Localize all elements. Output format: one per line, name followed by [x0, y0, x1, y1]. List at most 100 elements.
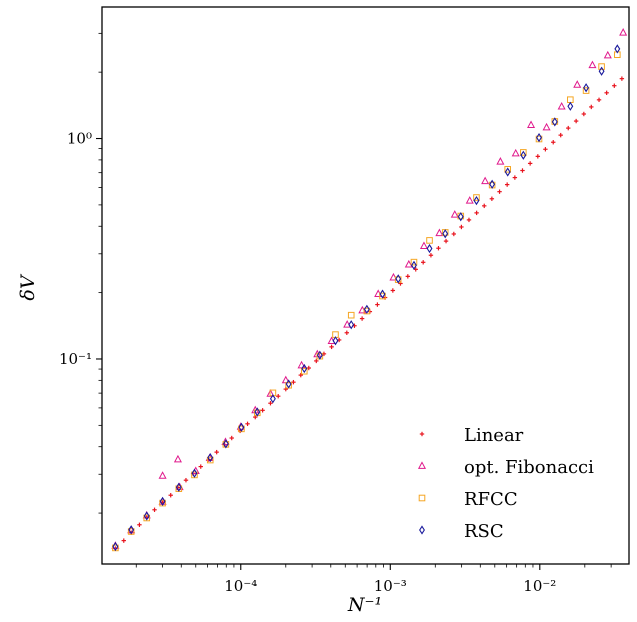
data-point — [511, 148, 520, 157]
data-point — [298, 372, 303, 378]
data-point — [504, 182, 510, 187]
legend-item: RFCC — [418, 489, 518, 510]
data-point — [316, 350, 323, 360]
data-point — [473, 195, 480, 206]
data-point — [168, 493, 173, 498]
data-point — [222, 439, 229, 449]
data-point — [520, 149, 527, 156]
data-point — [542, 122, 551, 131]
data-point — [465, 196, 474, 204]
data-point — [566, 125, 571, 131]
data-point — [598, 63, 605, 70]
data-point — [482, 203, 487, 209]
x-axis-label: N⁻¹ — [347, 594, 382, 616]
data-point — [504, 167, 511, 177]
data-point — [459, 224, 464, 230]
legend-label: RFCC — [464, 489, 518, 510]
data-point — [266, 389, 275, 397]
data-point — [285, 379, 292, 389]
legend-marker — [419, 525, 425, 535]
data-point — [598, 66, 605, 76]
data-point — [603, 50, 612, 59]
plot-frame — [101, 6, 630, 565]
data-point — [269, 394, 276, 404]
data-point — [527, 161, 533, 166]
data-point — [420, 260, 426, 265]
data-point — [137, 522, 142, 527]
data-point — [159, 496, 166, 506]
data-point — [428, 253, 434, 258]
data-point — [143, 511, 150, 521]
data-point — [496, 157, 505, 165]
data-point — [520, 150, 527, 160]
data-point — [536, 132, 542, 143]
data-point — [363, 304, 370, 314]
data-point — [404, 259, 413, 268]
data-point — [390, 288, 396, 293]
data-point — [332, 336, 339, 346]
data-point — [589, 104, 594, 110]
data-point — [604, 90, 609, 96]
data-point — [612, 83, 617, 88]
data-point — [442, 229, 449, 239]
data-point — [512, 175, 518, 180]
legend-item: opt. Fibonacci — [417, 457, 594, 478]
data-point — [582, 87, 590, 94]
x-tick-label: 10⁻² — [523, 577, 556, 595]
legend-label: opt. Fibonacci — [464, 457, 594, 478]
x-tick-label: 10⁻⁴ — [224, 577, 257, 595]
data-point — [567, 101, 574, 111]
data-point — [451, 231, 457, 237]
data-point — [183, 477, 189, 483]
data-point — [112, 541, 119, 552]
data-point — [344, 330, 350, 335]
data-point — [426, 237, 433, 244]
legend-label: Linear — [464, 425, 524, 446]
data-point — [474, 210, 479, 216]
data-point — [527, 120, 536, 129]
data-point — [276, 393, 281, 399]
data-point — [175, 482, 182, 492]
legend-marker — [418, 494, 426, 502]
data-point — [520, 168, 525, 173]
data-points — [111, 28, 628, 552]
data-point — [379, 292, 386, 300]
data-point — [583, 83, 590, 93]
data-point — [411, 260, 417, 270]
data-point — [457, 212, 464, 222]
data-point — [619, 76, 625, 81]
data-point — [466, 217, 472, 223]
x-axis-ticks: 10⁻⁴ 10⁻³ 10⁻² — [135, 564, 612, 595]
data-point — [551, 117, 558, 127]
data-point — [443, 238, 449, 244]
data-point — [198, 464, 203, 469]
data-point — [426, 243, 433, 254]
data-point — [348, 320, 355, 330]
y-axis-ticks: 10⁻¹ 10⁰ — [59, 32, 102, 514]
data-point — [128, 525, 135, 535]
data-point — [297, 360, 306, 369]
data-point — [268, 401, 273, 406]
y-tick-label: 10⁻¹ — [59, 350, 92, 368]
series-rsc — [112, 44, 621, 552]
data-point — [207, 452, 214, 463]
data-point — [238, 422, 245, 432]
data-point — [573, 118, 579, 124]
legend-label: RSC — [464, 521, 504, 542]
data-point — [535, 154, 541, 159]
data-point — [614, 44, 621, 54]
y-tick-label: 10⁰ — [67, 130, 92, 148]
data-point — [395, 274, 402, 284]
data-point — [436, 246, 441, 251]
legend-marker — [417, 461, 427, 469]
data-point — [229, 435, 234, 441]
data-point — [450, 210, 459, 218]
data-point — [573, 80, 582, 88]
data-point — [379, 289, 386, 299]
data-point — [473, 194, 480, 201]
data-point — [260, 408, 265, 413]
data-point — [567, 96, 574, 104]
data-point — [245, 421, 250, 427]
data-point — [375, 302, 380, 307]
